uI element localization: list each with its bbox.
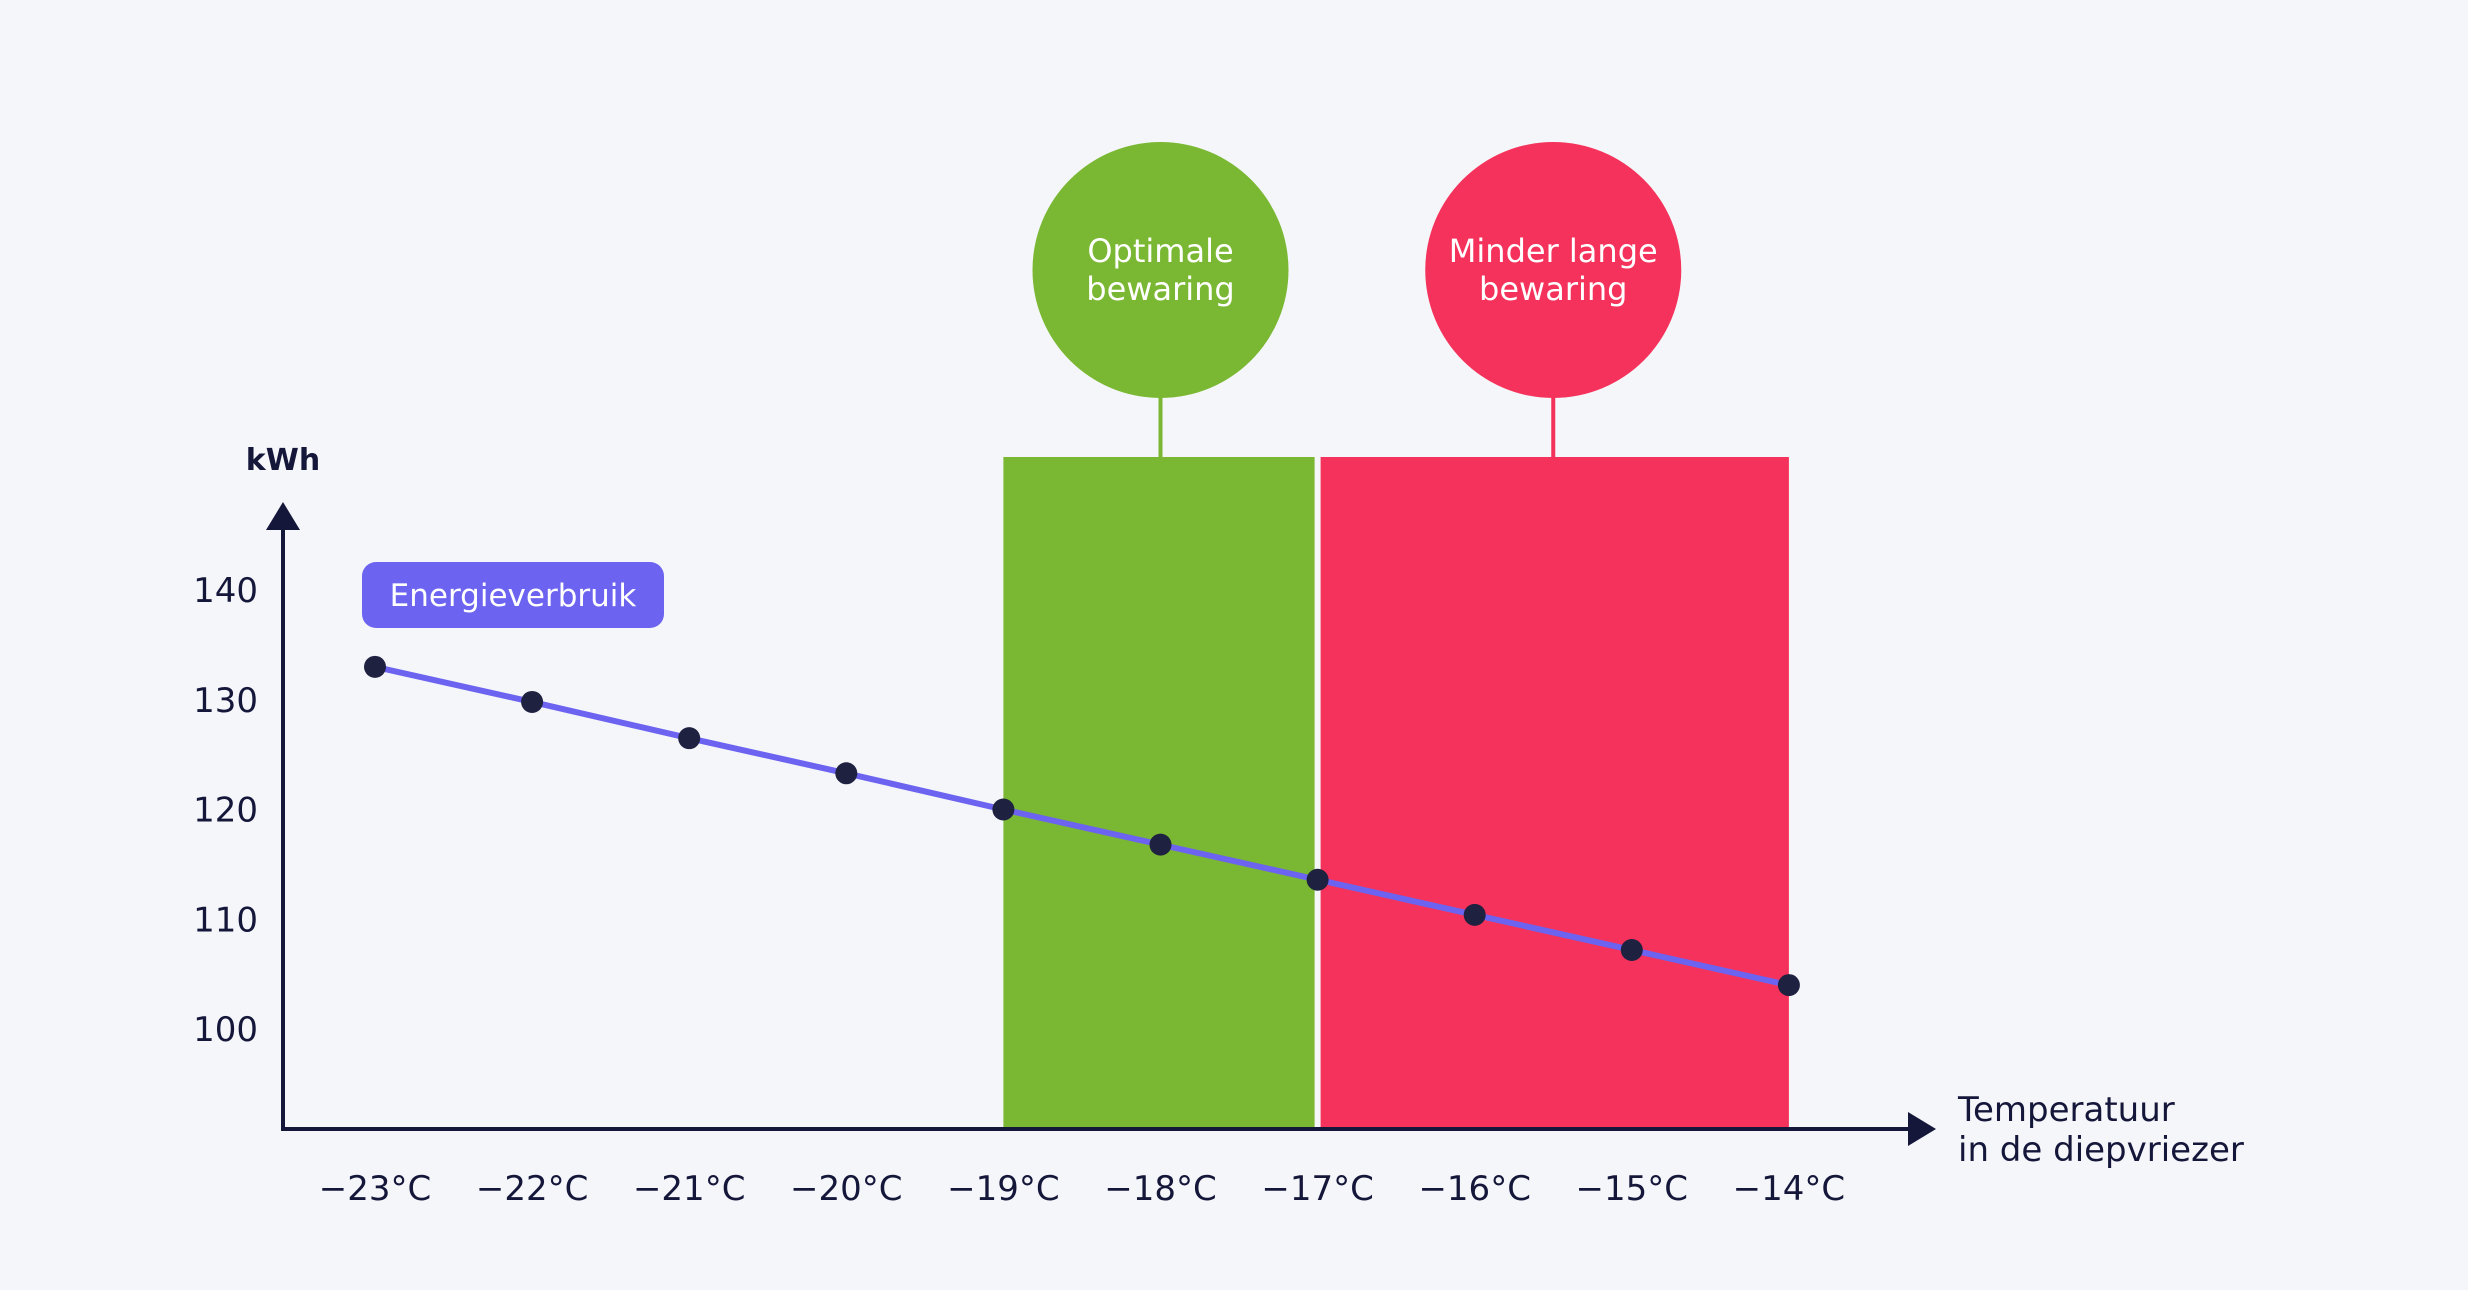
- data-point: [521, 690, 544, 713]
- data-point: [678, 727, 701, 750]
- x-tick-label: −22°C: [476, 1169, 589, 1209]
- zone-1-label-line-1: bewaring: [1479, 270, 1627, 308]
- y-tick-label: 130: [193, 681, 258, 721]
- y-axis-arrow: [266, 502, 300, 530]
- series-line: [372, 663, 1792, 989]
- x-tick-label: −19°C: [947, 1169, 1060, 1209]
- zone-1-badge: [1425, 142, 1682, 398]
- x-tick-label: −21°C: [633, 1169, 746, 1209]
- legend-label: Energieverbruik: [390, 578, 637, 614]
- zone-0-badge: [1032, 142, 1289, 398]
- data-point: [1620, 938, 1643, 961]
- data-point: [1306, 868, 1329, 891]
- series-0: [364, 655, 1800, 997]
- data-point: [992, 798, 1015, 821]
- x-axis-label-line-0: Temperatuur: [1957, 1090, 2175, 1130]
- data-point: [1149, 833, 1172, 856]
- zone-0-band: [1003, 457, 1315, 1129]
- y-tick-label: 140: [193, 571, 258, 611]
- legend-badge: [362, 562, 664, 628]
- y-axis-label: kWh: [246, 443, 320, 478]
- x-tick-label: −23°C: [319, 1169, 432, 1209]
- x-tick-label: −17°C: [1261, 1169, 1374, 1209]
- x-tick-label: −18°C: [1104, 1169, 1217, 1209]
- y-tick-label: 110: [193, 900, 258, 940]
- data-point: [1463, 903, 1486, 926]
- x-axis-arrow: [1908, 1112, 1936, 1146]
- x-axis-label-line-1: in de diepvriezer: [1958, 1130, 2244, 1170]
- y-tick-label: 120: [193, 791, 258, 831]
- zone-0-label-line-0: Optimale: [1087, 232, 1233, 270]
- x-tick-label: −14°C: [1733, 1169, 1846, 1209]
- zone-1-label-line-0: Minder lange: [1449, 232, 1658, 270]
- zone-1-band: [1320, 457, 1789, 1129]
- x-tick-label: −20°C: [790, 1169, 903, 1209]
- y-tick-label: 100: [193, 1010, 258, 1050]
- zone-0-label-line-1: bewaring: [1086, 270, 1234, 308]
- x-tick-label: −15°C: [1576, 1169, 1689, 1209]
- data-point: [1777, 974, 1800, 997]
- x-tick-label: −16°C: [1418, 1169, 1531, 1209]
- data-point: [835, 762, 858, 785]
- legend: Energieverbruik: [362, 562, 664, 628]
- data-point: [364, 655, 386, 678]
